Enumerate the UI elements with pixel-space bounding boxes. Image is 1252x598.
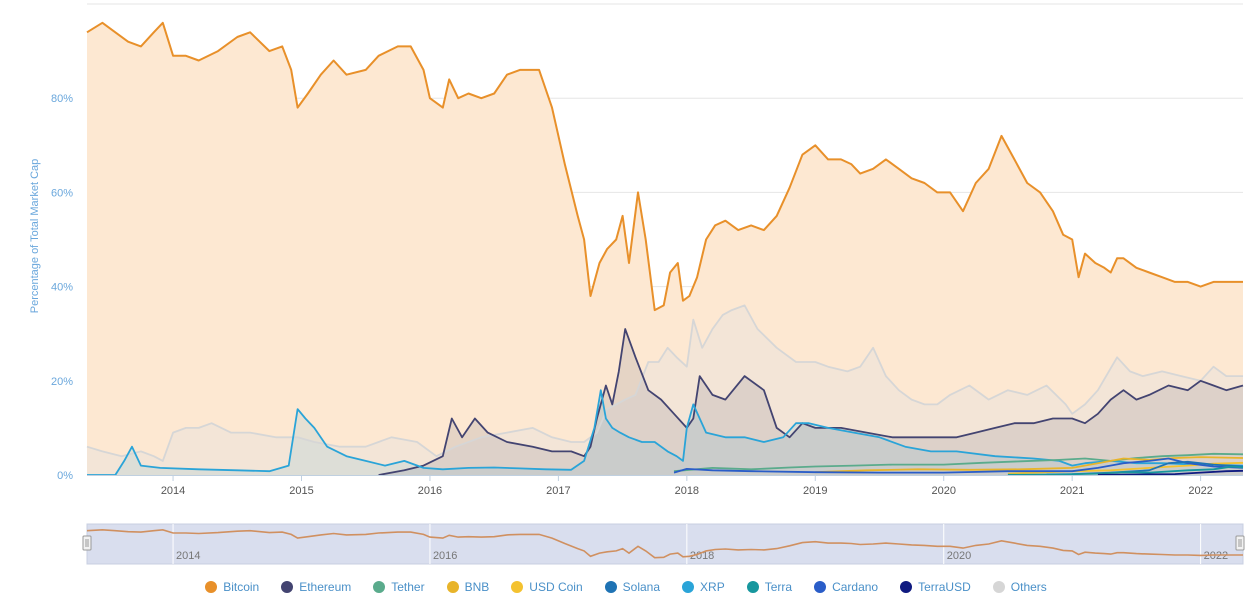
legend-marker-icon: [900, 581, 913, 593]
legend-marker-icon: [446, 581, 459, 593]
series-line-ethereum[interactable]: [378, 328, 1244, 476]
legend-marker-icon: [511, 581, 524, 593]
x-tick-label: 2017: [546, 485, 570, 497]
navigator-tick-label: 2018: [690, 550, 714, 562]
series-line-terrausd[interactable]: [1097, 469, 1244, 476]
legend-item-bitcoin[interactable]: Bitcoin: [205, 580, 259, 594]
series-area-xrp: [87, 390, 1243, 475]
legend-item-others[interactable]: Others: [992, 580, 1047, 594]
legend-label: Terra: [764, 580, 793, 594]
legend-marker-icon: [205, 581, 218, 593]
x-tick-label: 2022: [1188, 485, 1212, 497]
legend-marker-icon: [746, 581, 759, 593]
legend-marker-icon: [682, 581, 695, 593]
legend-marker-icon: [992, 581, 1005, 593]
legend-item-terra[interactable]: Terra: [746, 580, 793, 594]
navigator-tick-label: 2014: [176, 550, 200, 562]
axes: 0% 20% 40% 60% 80% 2014 2015 2016 2017 2018 2019 20…: [51, 93, 1243, 497]
chart-canvas: 0% 20% 40% 60% 80% 2014 2015 2016 2017 2018 2019 20…: [29, 3, 1245, 565]
y-axis-label: Percentage of Total Market Cap: [29, 159, 41, 314]
legend-item-xrp[interactable]: XRP: [682, 580, 725, 594]
legend-label: Others: [1010, 580, 1047, 594]
legend-item-solana[interactable]: Solana: [604, 580, 661, 594]
x-tick-label: 2015: [289, 485, 313, 497]
range-navigator[interactable]: 2014 2016 2018 2020 2022: [82, 523, 1245, 565]
y-tick-label: 80%: [51, 93, 73, 105]
legend-marker-icon: [281, 581, 294, 593]
legend-label: Tether: [391, 580, 425, 594]
y-tick-label: 0%: [57, 470, 73, 482]
x-tick-label: 2020: [931, 485, 955, 497]
series-area-ethereum: [378, 329, 1244, 475]
navigator-left-handle[interactable]: [82, 535, 92, 551]
legend-marker-icon: [814, 581, 827, 593]
legend-marker-icon: [373, 581, 386, 593]
series-lines: [86, 21, 1244, 476]
legend-item-cardano[interactable]: Cardano: [814, 580, 878, 594]
navigator-right-handle[interactable]: [1235, 535, 1245, 551]
x-tick-label: 2016: [418, 485, 442, 497]
legend-label: Solana: [622, 580, 661, 594]
y-tick-label: 20%: [51, 376, 73, 388]
series-line-terra[interactable]: [1007, 465, 1244, 476]
legend-item-tether[interactable]: Tether: [373, 580, 425, 594]
y-tick-label: 60%: [51, 187, 73, 199]
x-tick-label: 2021: [1060, 485, 1084, 497]
legend-item-bnb[interactable]: BNB: [446, 580, 490, 594]
navigator-background[interactable]: [86, 523, 1244, 565]
legend-label: Cardano: [832, 580, 879, 594]
legend: Bitcoin Ethereum Tether BNB USD Coin Solana XR…: [0, 576, 1252, 598]
series-line-xrp[interactable]: [87, 389, 1244, 476]
series-line-cardano[interactable]: [673, 457, 1244, 474]
legend-label: Bitcoin: [223, 580, 260, 594]
series-line-tether[interactable]: [673, 452, 1244, 473]
legend-label: USD Coin: [529, 580, 583, 594]
navigator-series-line: [86, 528, 1243, 559]
legend-label: Ethereum: [299, 580, 352, 594]
y-tick-label: 40%: [51, 282, 73, 294]
navigator-tick-label: 2022: [1204, 550, 1228, 562]
series-line-others[interactable]: [86, 304, 1243, 462]
legend-label: TerraUSD: [918, 580, 971, 594]
navigator-tick-label: 2020: [947, 550, 971, 562]
series-areas: [87, 22, 1244, 476]
navigator-tick-label: 2016: [433, 550, 457, 562]
x-tick-label: 2014: [161, 485, 185, 497]
legend-label: XRP: [700, 580, 725, 594]
legend-item-ethereum[interactable]: Ethereum: [281, 580, 351, 594]
series-line-bitcoin[interactable]: [86, 21, 1243, 312]
legend-label: BNB: [464, 580, 490, 594]
legend-item-usd-coin[interactable]: USD Coin: [511, 580, 583, 594]
legend-item-terrausd[interactable]: TerraUSD: [900, 580, 971, 594]
x-tick-label: 2019: [803, 485, 827, 497]
x-tick-label: 2018: [675, 485, 699, 497]
series-area-bitcoin: [87, 22, 1243, 476]
legend-marker-icon: [604, 581, 617, 593]
series-area-others: [87, 305, 1243, 475]
series-line-bnb[interactable]: [815, 456, 1244, 474]
